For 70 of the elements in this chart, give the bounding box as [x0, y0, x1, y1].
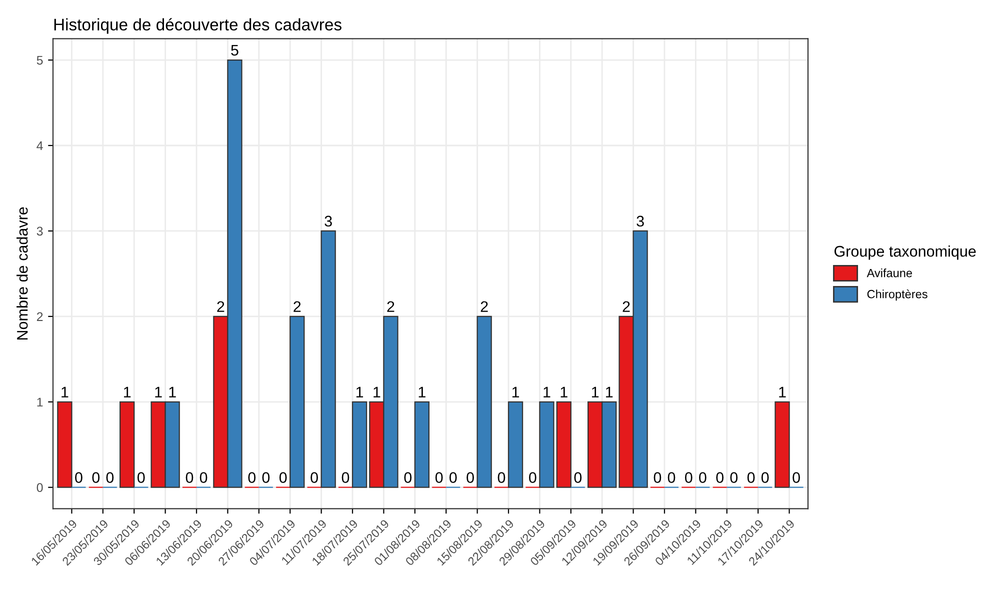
- data-label: 0: [529, 472, 536, 483]
- data-label: 3: [636, 216, 644, 227]
- y-axis-title: Nombre de cadavre: [16, 207, 28, 340]
- data-label: 0: [699, 472, 706, 483]
- data-label: 5: [231, 44, 238, 56]
- data-label: 1: [544, 386, 550, 398]
- y-tick-label: 2: [36, 312, 43, 321]
- data-label: 3: [324, 216, 332, 227]
- bar: [120, 401, 135, 488]
- data-label: 0: [466, 472, 474, 483]
- data-label: 1: [374, 386, 380, 398]
- data-label: 1: [560, 386, 568, 398]
- data-label: 0: [342, 472, 350, 483]
- data-label: 0: [498, 472, 506, 483]
- y-tick-label: 1: [37, 398, 43, 406]
- bar: [414, 401, 430, 488]
- data-label: 2: [480, 301, 488, 312]
- y-tick-label: 5: [36, 56, 43, 65]
- data-label: 1: [356, 386, 364, 398]
- data-label: 0: [730, 472, 738, 483]
- legend-label: Avifaune: [866, 268, 912, 278]
- y-tick-label: 0: [36, 483, 43, 492]
- data-label: 0: [137, 472, 145, 483]
- data-label: 0: [310, 472, 318, 483]
- bar: [539, 401, 554, 488]
- legend-label: Chiroptères: [867, 289, 928, 301]
- data-label: 1: [62, 386, 68, 398]
- data-label: 2: [217, 301, 224, 312]
- data-label: 0: [747, 472, 755, 483]
- data-label: 1: [418, 386, 426, 398]
- data-label: 2: [622, 301, 630, 312]
- data-label: 0: [279, 472, 287, 483]
- data-label: 1: [592, 386, 599, 398]
- y-tick-label: 3: [36, 226, 43, 236]
- bar: [774, 401, 790, 488]
- data-label: 1: [169, 386, 176, 398]
- data-label: 1: [779, 386, 786, 398]
- data-label: 0: [654, 472, 662, 483]
- data-label: 2: [387, 301, 394, 312]
- data-label: 1: [512, 386, 520, 398]
- data-label: 0: [248, 472, 256, 483]
- data-label: 0: [75, 472, 82, 483]
- data-label: 0: [574, 472, 582, 483]
- data-label: 0: [685, 472, 692, 483]
- data-label: 0: [449, 472, 457, 483]
- data-label: 0: [186, 472, 194, 483]
- chart-title: Historique de découverte des cadavres: [54, 18, 342, 34]
- bar: [57, 401, 72, 488]
- data-label: 2: [294, 301, 301, 312]
- bar: [290, 316, 305, 488]
- data-label: 0: [435, 472, 443, 483]
- legend-title: Groupe taxonomique: [834, 246, 976, 260]
- data-label: 0: [200, 472, 208, 483]
- bar: [556, 401, 572, 488]
- bar: [320, 230, 336, 488]
- data-label: 0: [761, 472, 769, 483]
- data-label: 1: [124, 386, 131, 398]
- data-label: 1: [606, 386, 613, 398]
- data-label: 0: [668, 472, 676, 483]
- bar: [476, 316, 492, 488]
- data-label: 0: [262, 472, 270, 483]
- data-label: 1: [155, 386, 162, 398]
- data-label: 0: [92, 472, 100, 483]
- data-label: 0: [106, 472, 114, 483]
- data-label: 0: [716, 472, 724, 483]
- data-label: 0: [404, 472, 412, 483]
- y-tick-label: 4: [36, 141, 43, 150]
- bar: [352, 401, 368, 488]
- bar: [508, 401, 524, 488]
- data-label: 0: [792, 472, 800, 483]
